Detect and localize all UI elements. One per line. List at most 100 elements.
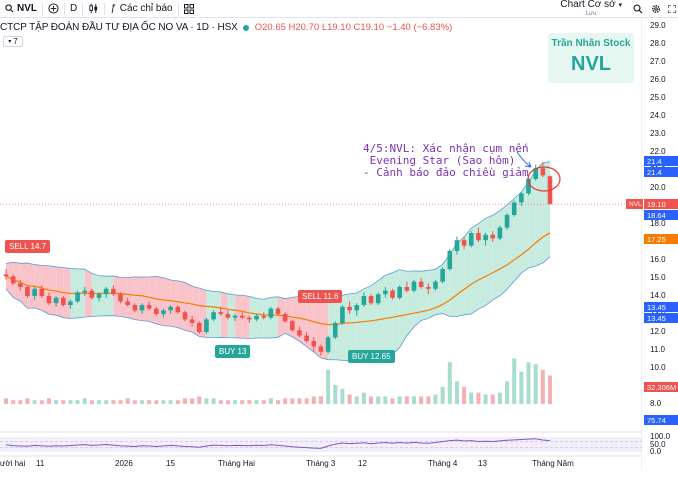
annotation-text[interactable]: 4/5:NVL: Xác nhận cụm nến Evening Star (… — [363, 143, 529, 179]
time-axis[interactable]: ười hai 11 2026 15 Tháng Hai Tháng 3 12 Tháng 4… — [0, 456, 642, 470]
candle-body — [304, 335, 309, 341]
annotation-line: - Cảnh báo đảo chiều giảm — [363, 166, 529, 179]
candle-body — [526, 179, 531, 194]
volume-bar — [354, 396, 359, 404]
volume-bar — [304, 398, 309, 404]
settings-button[interactable] — [646, 0, 666, 18]
band-fill-segment — [421, 270, 429, 321]
candle-body — [175, 306, 181, 313]
volume-bar — [519, 371, 524, 404]
candles-type-button[interactable] — [83, 0, 104, 18]
price-tick-label: 26.0 — [650, 75, 666, 84]
chart-legend: CTCP TẬP ĐOÀN ĐẦU TƯ ĐỊA ỐC NO VA · 1D ·… — [0, 21, 452, 34]
candle-body — [361, 296, 367, 305]
layout-save-status: Lưu — [585, 11, 597, 17]
candle-body — [426, 287, 431, 289]
band-fill-segment — [456, 236, 465, 317]
volume-bar — [25, 398, 30, 404]
plus-circle-icon — [48, 3, 59, 14]
divider — [64, 2, 65, 15]
price-tick-label: 27.0 — [650, 57, 666, 66]
volume-bar — [132, 400, 137, 404]
indicators-button[interactable]: ƒ Các chỉ báo — [105, 0, 177, 18]
volume-bar — [283, 398, 288, 404]
volume-bar — [497, 392, 502, 404]
annotation-line: 4/5:NVL: Xác nhận cụm nến — [363, 142, 529, 155]
candle-body — [218, 312, 224, 314]
volume-bar — [433, 394, 438, 404]
candle-body — [254, 315, 259, 320]
volume-bar — [111, 400, 116, 404]
volume-bar — [347, 394, 352, 404]
ohlc-values: O20.65 H20.70 L19.10 C19.10 −1.40 (−6.83… — [255, 22, 453, 33]
status-dot — [242, 24, 249, 31]
candle-body — [204, 319, 209, 332]
volume-bar — [218, 400, 223, 404]
price-chart[interactable] — [0, 0, 642, 470]
volume-bar — [419, 396, 424, 404]
price-axis[interactable]: 29.028.027.026.025.024.023.022.021.020.0… — [642, 18, 678, 470]
layout-name-button[interactable]: Chart Cơ sở ▾ Lưu — [560, 0, 622, 19]
last-price-badge: 19.10 — [644, 199, 678, 209]
volume-bar — [454, 381, 459, 404]
candle-body — [196, 323, 202, 332]
fullscreen-button[interactable] — [666, 0, 678, 18]
band-fill-segment — [392, 269, 400, 355]
volume-bar — [197, 396, 202, 404]
band-fill-segment — [414, 270, 422, 327]
indicators-collapse-button[interactable]: ▾ 7 — [3, 36, 23, 47]
volume-bar — [18, 400, 23, 404]
band-fill-segment — [478, 218, 486, 310]
search-button[interactable] — [628, 0, 648, 18]
candle-body — [68, 301, 73, 305]
band-fill-segment — [20, 263, 28, 309]
volume-bar — [326, 369, 331, 404]
band-fill-segment — [6, 262, 14, 298]
rsi-background — [0, 437, 642, 452]
volume-bar — [204, 398, 209, 404]
candle-body — [53, 297, 59, 304]
candle-body — [461, 240, 467, 246]
candle-body — [261, 315, 266, 318]
symbol-search[interactable]: NVL — [0, 0, 42, 18]
band-fill-segment — [235, 294, 243, 339]
upper-band-line — [5, 161, 551, 300]
candle-body — [447, 251, 453, 269]
templates-button[interactable] — [179, 0, 199, 18]
volume-bar — [390, 398, 395, 404]
volume-bar — [340, 388, 345, 404]
volume-bar — [376, 396, 381, 404]
band-fill-segment — [134, 276, 142, 321]
volume-bar — [4, 398, 8, 404]
candle-body — [232, 315, 238, 318]
time-tick-label: 2026 — [115, 459, 133, 468]
band-fill-segment — [535, 162, 543, 267]
candle-body — [511, 202, 517, 215]
candle-body — [268, 308, 274, 318]
price-tick-label: 12.0 — [650, 327, 666, 336]
interval-button[interactable]: D — [70, 3, 78, 14]
band-fill-segment — [399, 269, 407, 348]
lower-band-line — [5, 256, 551, 363]
volume-bar — [297, 398, 302, 404]
card-ticker: NVL — [571, 53, 611, 75]
candle-body — [89, 290, 95, 298]
band-fill-segment — [163, 277, 171, 327]
function-icon: ƒ — [110, 3, 116, 14]
compare-button[interactable] — [43, 0, 64, 18]
volume-bar — [512, 358, 517, 404]
volume-bar — [233, 400, 238, 404]
candle-body — [139, 305, 145, 311]
volume-bar — [32, 400, 37, 404]
candle-body — [10, 276, 16, 284]
candle-body — [418, 281, 424, 287]
candle-body — [239, 315, 245, 318]
volume-bar — [68, 400, 73, 404]
candle-body — [132, 305, 138, 311]
fullscreen-icon — [668, 4, 676, 13]
volume-bar — [225, 400, 230, 404]
ema-fast-badge: 18.64 — [644, 210, 678, 220]
volume-bar — [548, 375, 552, 404]
volume-bar — [247, 400, 252, 404]
gear-icon — [651, 4, 661, 14]
